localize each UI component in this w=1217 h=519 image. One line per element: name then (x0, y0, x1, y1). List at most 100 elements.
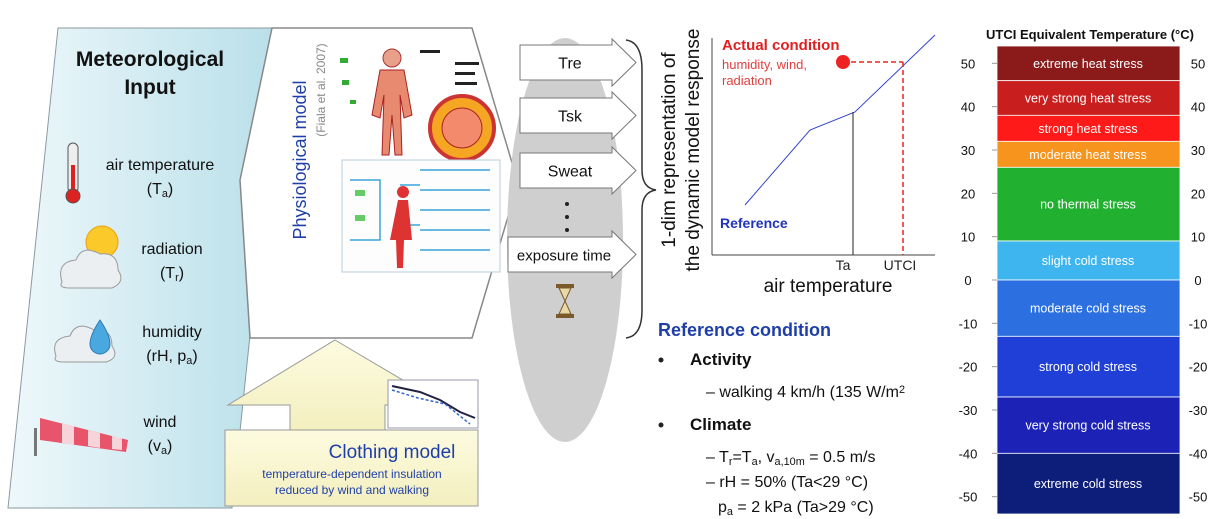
x-tick-label: UTCI (884, 257, 917, 273)
clothing-graph (387, 379, 479, 429)
text-part: (T (160, 265, 175, 282)
group-line: – walking 4 km/h (135 W/m2 (706, 384, 905, 401)
annotation-detail: radiation (722, 73, 772, 88)
text-part: (v (148, 438, 161, 455)
group-line: – Tr=Ta, va,10m = 0.5 m/s (706, 449, 875, 468)
band-label: no thermal stress (1040, 198, 1136, 212)
band-label: strong cold stress (1039, 360, 1137, 374)
stress-band (996, 452, 1181, 515)
text-part: (T (147, 181, 162, 198)
y-tick-label: -10 (959, 316, 978, 331)
y2-tick-label: 10 (1191, 230, 1205, 245)
text-part: a (727, 506, 734, 518)
sun-cloud-icon (60, 225, 122, 289)
text-part: ) (192, 348, 197, 365)
windsock-icon (34, 418, 128, 456)
y-tick-label: -20 (959, 360, 978, 375)
text-part: a (186, 355, 193, 367)
output-arrow (519, 145, 637, 196)
y-tick-label: -30 (959, 403, 978, 418)
stress-band (996, 140, 1181, 168)
text-part: – T (706, 449, 729, 466)
physio-reference: (Fiala et al. 2007) (314, 43, 328, 136)
text-part: a (161, 445, 168, 457)
hourglass (556, 284, 574, 318)
x-tick-label: Ta (836, 257, 851, 273)
clothing-box (224, 429, 479, 507)
y2-tick-label: -30 (1189, 403, 1208, 418)
y-tick-label: 0 (964, 273, 971, 288)
reference-label: Reference (720, 215, 788, 231)
y2-tick-label: -50 (1189, 490, 1208, 505)
y2-tick-label: 50 (1191, 56, 1205, 71)
clothing-title: Clothing model (329, 442, 456, 463)
stress-band (996, 114, 1181, 142)
output-label: Tsk (558, 109, 583, 126)
clothing-desc: reduced by wind and walking (275, 483, 429, 497)
band-label: moderate heat stress (1029, 148, 1146, 162)
output-arrow (507, 229, 637, 280)
stress-band (996, 335, 1181, 398)
output-label: Sweat (548, 164, 593, 181)
text-part: (rH, p (146, 348, 186, 365)
text-part: =T (732, 449, 751, 466)
group-line: – rH = 50% (Ta<29 °C) (706, 474, 868, 491)
stress-band (996, 396, 1181, 454)
stress-band (996, 45, 1181, 82)
y-tick-label: 40 (961, 100, 975, 115)
scale-title: UTCI Equivalent Temperature (°C) (986, 27, 1194, 42)
stress-band (996, 166, 1181, 242)
text-part: 2 (899, 384, 905, 396)
output-arrow (519, 90, 637, 141)
rain-cloud-icon (54, 319, 116, 363)
group-name: Activity (690, 350, 752, 369)
representation-label: the dynamic model response (683, 29, 704, 272)
meteo-label: radiation (141, 241, 202, 258)
stress-band (996, 240, 1181, 281)
representation-label: 1-dim representation of (659, 52, 680, 248)
annotation-detail: humidity, wind, (722, 57, 807, 72)
group-name: Climate (690, 415, 751, 434)
y-tick-label: 50 (961, 56, 975, 71)
text-part: r (175, 272, 179, 284)
brace (625, 39, 657, 339)
reference-title: Reference condition (658, 320, 831, 340)
meteo-symbol: (Tr) (160, 265, 184, 284)
y-tick-label: 30 (961, 143, 975, 158)
text-part: = 0.5 m/s (805, 449, 876, 466)
y2-tick-label: -40 (1189, 446, 1208, 461)
text-part: r (729, 456, 733, 468)
band-label: extreme heat stress (1033, 57, 1143, 71)
bullets (658, 357, 664, 428)
text-part: a (752, 456, 759, 468)
text-part: a (162, 188, 169, 200)
band-label: strong heat stress (1038, 122, 1137, 136)
y2-tick-label: 30 (1191, 143, 1205, 158)
text-part: , v (758, 449, 775, 466)
output-label: Tre (558, 56, 582, 73)
meteo-symbol: (rH, pa) (146, 348, 197, 367)
y2-tick-label: 0 (1194, 273, 1201, 288)
meteo-label: wind (143, 414, 177, 431)
y-tick-label: 20 (961, 186, 975, 201)
meteo-label: humidity (142, 324, 202, 341)
band-label: moderate cold stress (1030, 302, 1146, 316)
text-part: – walking 4 km/h (135 W/m (706, 384, 899, 401)
y2-tick-label: 40 (1191, 100, 1205, 115)
meteo-label: air temperature (106, 157, 215, 174)
text-part: = 2 kPa (Ta>29 °C) (733, 499, 874, 516)
text-part: ) (168, 181, 173, 198)
y-tick-label: 10 (961, 230, 975, 245)
annotation: Actual condition (722, 37, 840, 54)
text-part: ) (167, 438, 172, 455)
clothing-desc: temperature-dependent insulation (262, 467, 441, 481)
band-label: extreme cold stress (1034, 477, 1142, 491)
band-label: slight cold stress (1042, 254, 1134, 268)
x-axis-label: air temperature (764, 276, 893, 297)
y2-tick-label: -20 (1189, 360, 1208, 375)
response-chart (711, 34, 936, 256)
meteo-symbol: (va) (148, 438, 173, 457)
